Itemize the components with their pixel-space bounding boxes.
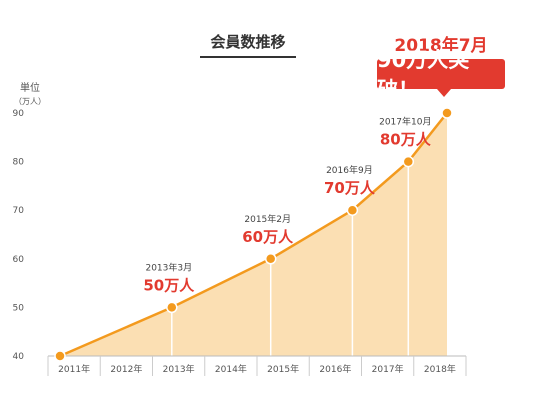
y-tick-label: 70 (13, 206, 25, 216)
data-point (264, 253, 277, 265)
milestone-callout-text: 90万人突破！ (377, 48, 470, 102)
series-line (59, 112, 448, 358)
x-tick-label: 2016年 (319, 363, 351, 375)
area-fill (60, 113, 447, 356)
point-value-label: 80万人 (380, 131, 432, 149)
x-tick-label: 2015年 (267, 363, 299, 375)
data-point (402, 155, 415, 168)
x-tick-label: 2012年 (110, 363, 142, 375)
y-tick-label: 80 (13, 158, 25, 168)
highlight-date-label: 2018年7月 (394, 35, 487, 56)
area-layer (59, 112, 448, 358)
x-axis: 2011年 2012年 2013年 2014年 2015年 2016年 2017年 2018年 (47, 355, 467, 376)
x-tick-label: 2011年 (58, 363, 90, 375)
point-date-label: 2017年10月 (379, 116, 431, 128)
y-axis-ticks: 40 50 60 70 80 90 (13, 109, 25, 362)
milestone-callout: 90万人突破！ (377, 48, 505, 102)
data-point (54, 350, 66, 362)
y-axis-unit: （万人） (14, 97, 46, 106)
y-tick-label: 60 (13, 255, 25, 265)
x-tick-label: 2017年 (372, 363, 404, 375)
point-date-label: 2016年9月 (326, 164, 373, 176)
data-point (441, 107, 453, 119)
x-tick-label: 2013年 (163, 363, 195, 375)
x-tick-label: 2018年 (424, 363, 456, 375)
data-point (166, 301, 178, 314)
data-labels: 2013年3月 50万人 2015年2月 60万人 2016年9月 70万人 2017年10… (143, 116, 431, 295)
data-points (54, 107, 453, 362)
point-value-label: 60万人 (242, 228, 294, 246)
point-value-label: 50万人 (143, 276, 195, 294)
point-value-label: 70万人 (324, 179, 376, 197)
y-tick-label: 40 (13, 352, 25, 362)
y-tick-label: 50 (13, 303, 25, 313)
chart-title: 会員数推移 (210, 33, 285, 51)
point-date-label: 2015年2月 (244, 213, 291, 225)
data-point (346, 204, 359, 216)
y-axis-label: 単位 (20, 81, 40, 94)
y-tick-label: 90 (13, 109, 25, 119)
point-date-label: 2013年3月 (145, 261, 192, 273)
x-tick-label: 2014年 (215, 363, 247, 375)
